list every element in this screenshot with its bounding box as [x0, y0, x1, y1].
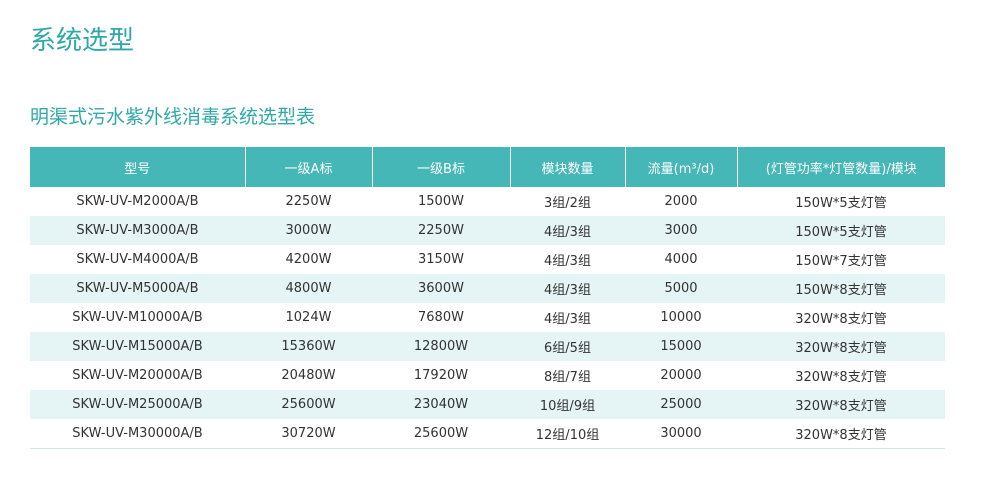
column-header: 模块数量 — [509, 147, 625, 187]
table-cell: 4800W — [245, 274, 372, 303]
table-cell: 3000W — [245, 216, 372, 245]
table-body: SKW-UV-M2000A/B 2250W 1500W 3组/2组 2000 150W*5… — [30, 187, 945, 449]
table-cell: 320W*8支灯管 — [737, 419, 945, 449]
table-cell: 150W*5支灯管 — [737, 216, 945, 245]
table-cell: 20000 — [660, 368, 702, 383]
table-cell: 12800W — [372, 332, 510, 361]
table-cell: 3000 — [625, 216, 737, 245]
table-row: SKW-UV-M3000A/B 3000W 2250W 4组/3组 3000 150W*5… — [30, 216, 945, 245]
table-cell: 30720W — [245, 419, 372, 449]
column-header: 型号 — [30, 147, 245, 187]
table-cell: 6组/5组 — [510, 332, 625, 361]
table-cell: SKW-UV-M15000A/B — [30, 332, 245, 361]
table-cell: 150W*8支灯管 — [737, 274, 945, 303]
table-cell: 320W*8支灯管 — [795, 312, 887, 327]
table-cell: SKW-UV-M25000A/B — [30, 390, 245, 419]
table-cell: SKW-UV-M3000A/B — [30, 216, 245, 245]
selection-table: 型号 一级A标 一级B标 模块数量 流量(m³/d) (灯管功率*灯管数量)/模块 SKW… — [30, 147, 945, 449]
table-cell: SKW-UV-M10000A/B — [72, 310, 203, 325]
table-cell: 7680W — [418, 310, 464, 325]
table-cell: 4组/3组 — [544, 254, 591, 269]
table-cell: 15360W — [245, 332, 372, 361]
table-cell: 2250W — [372, 216, 510, 245]
column-header: 一级B标 — [371, 147, 510, 187]
table-cell: 4组/3组 — [544, 312, 591, 327]
column-header: 流量(m³/d) — [624, 147, 737, 187]
column-header: 一级A标 — [244, 147, 372, 187]
table-cell: 25600W — [372, 419, 510, 449]
table-cell: 5000 — [625, 274, 737, 303]
table-cell: 1500W — [418, 194, 464, 209]
table-cell: SKW-UV-M30000A/B — [30, 419, 245, 449]
header-row: 型号 一级A标 一级B标 模块数量 流量(m³/d) (灯管功率*灯管数量)/模块 — [30, 147, 945, 187]
table-cell: 320W*8支灯管 — [795, 370, 887, 385]
table-caption: 明渠式污水紫外线消毒系统选型表 — [30, 106, 316, 128]
table-cell: 320W*8支灯管 — [737, 332, 945, 361]
table-cell: SKW-UV-M2000A/B — [76, 194, 199, 209]
table-cell: 17920W — [413, 368, 469, 383]
table-row: SKW-UV-M4000A/B 4200W 3150W 4组/3组 4000 150W*7… — [30, 245, 945, 274]
table-cell: 150W*5支灯管 — [795, 196, 887, 211]
table-cell: 20480W — [281, 368, 336, 383]
table-cell: 3600W — [372, 274, 510, 303]
table-cell: 12组/10组 — [510, 419, 625, 449]
page-title: 系统选型 — [30, 26, 135, 56]
table-cell: 15000 — [625, 332, 737, 361]
table-cell: SKW-UV-M4000A/B — [76, 252, 199, 267]
table-cell: 4000 — [664, 252, 698, 267]
table-row: SKW-UV-M5000A/B 4800W 3600W 4组/3组 5000 150W*8… — [30, 274, 945, 303]
table-cell: 10组/9组 — [510, 390, 625, 419]
table-cell: 3150W — [418, 252, 464, 267]
column-header: (灯管功率*灯管数量)/模块 — [736, 147, 945, 187]
table-cell: 23040W — [372, 390, 510, 419]
table-cell: 4200W — [285, 252, 332, 267]
table-cell: 1024W — [285, 310, 332, 325]
table-row: SKW-UV-M15000A/B 15360W 12800W 6组/5组 15000 32… — [30, 332, 945, 361]
table-row: SKW-UV-M25000A/B 25600W 23040W 10组/9组 25000 3… — [30, 390, 945, 419]
table-row: SKW-UV-M2000A/B 2250W 1500W 3组/2组 2000 150W*5… — [30, 187, 945, 216]
table-cell: SKW-UV-M5000A/B — [30, 274, 245, 303]
table-cell: 2000 — [664, 194, 698, 209]
table-cell: 4组/3组 — [510, 274, 625, 303]
table-cell: 4组/3组 — [510, 216, 625, 245]
table-row: SKW-UV-M20000A/B 20480W 17920W 8组/7组 20000 32… — [30, 361, 945, 390]
table-cell: 8组/7组 — [544, 370, 591, 385]
table-row: SKW-UV-M30000A/B 30720W 25600W 12组/10组 30000… — [30, 419, 945, 449]
table-cell: 2250W — [285, 194, 332, 209]
table-cell: 25600W — [245, 390, 372, 419]
table-cell: SKW-UV-M20000A/B — [72, 368, 203, 383]
table-cell: 320W*8支灯管 — [737, 390, 945, 419]
table-cell: 30000 — [625, 419, 737, 449]
table-row: SKW-UV-M10000A/B 1024W 7680W 4组/3组 10000 320W… — [30, 303, 945, 332]
table-cell: 150W*7支灯管 — [795, 254, 887, 269]
table-cell: 10000 — [660, 310, 702, 325]
table-cell: 3组/2组 — [544, 196, 591, 211]
table-cell: 25000 — [625, 390, 737, 419]
